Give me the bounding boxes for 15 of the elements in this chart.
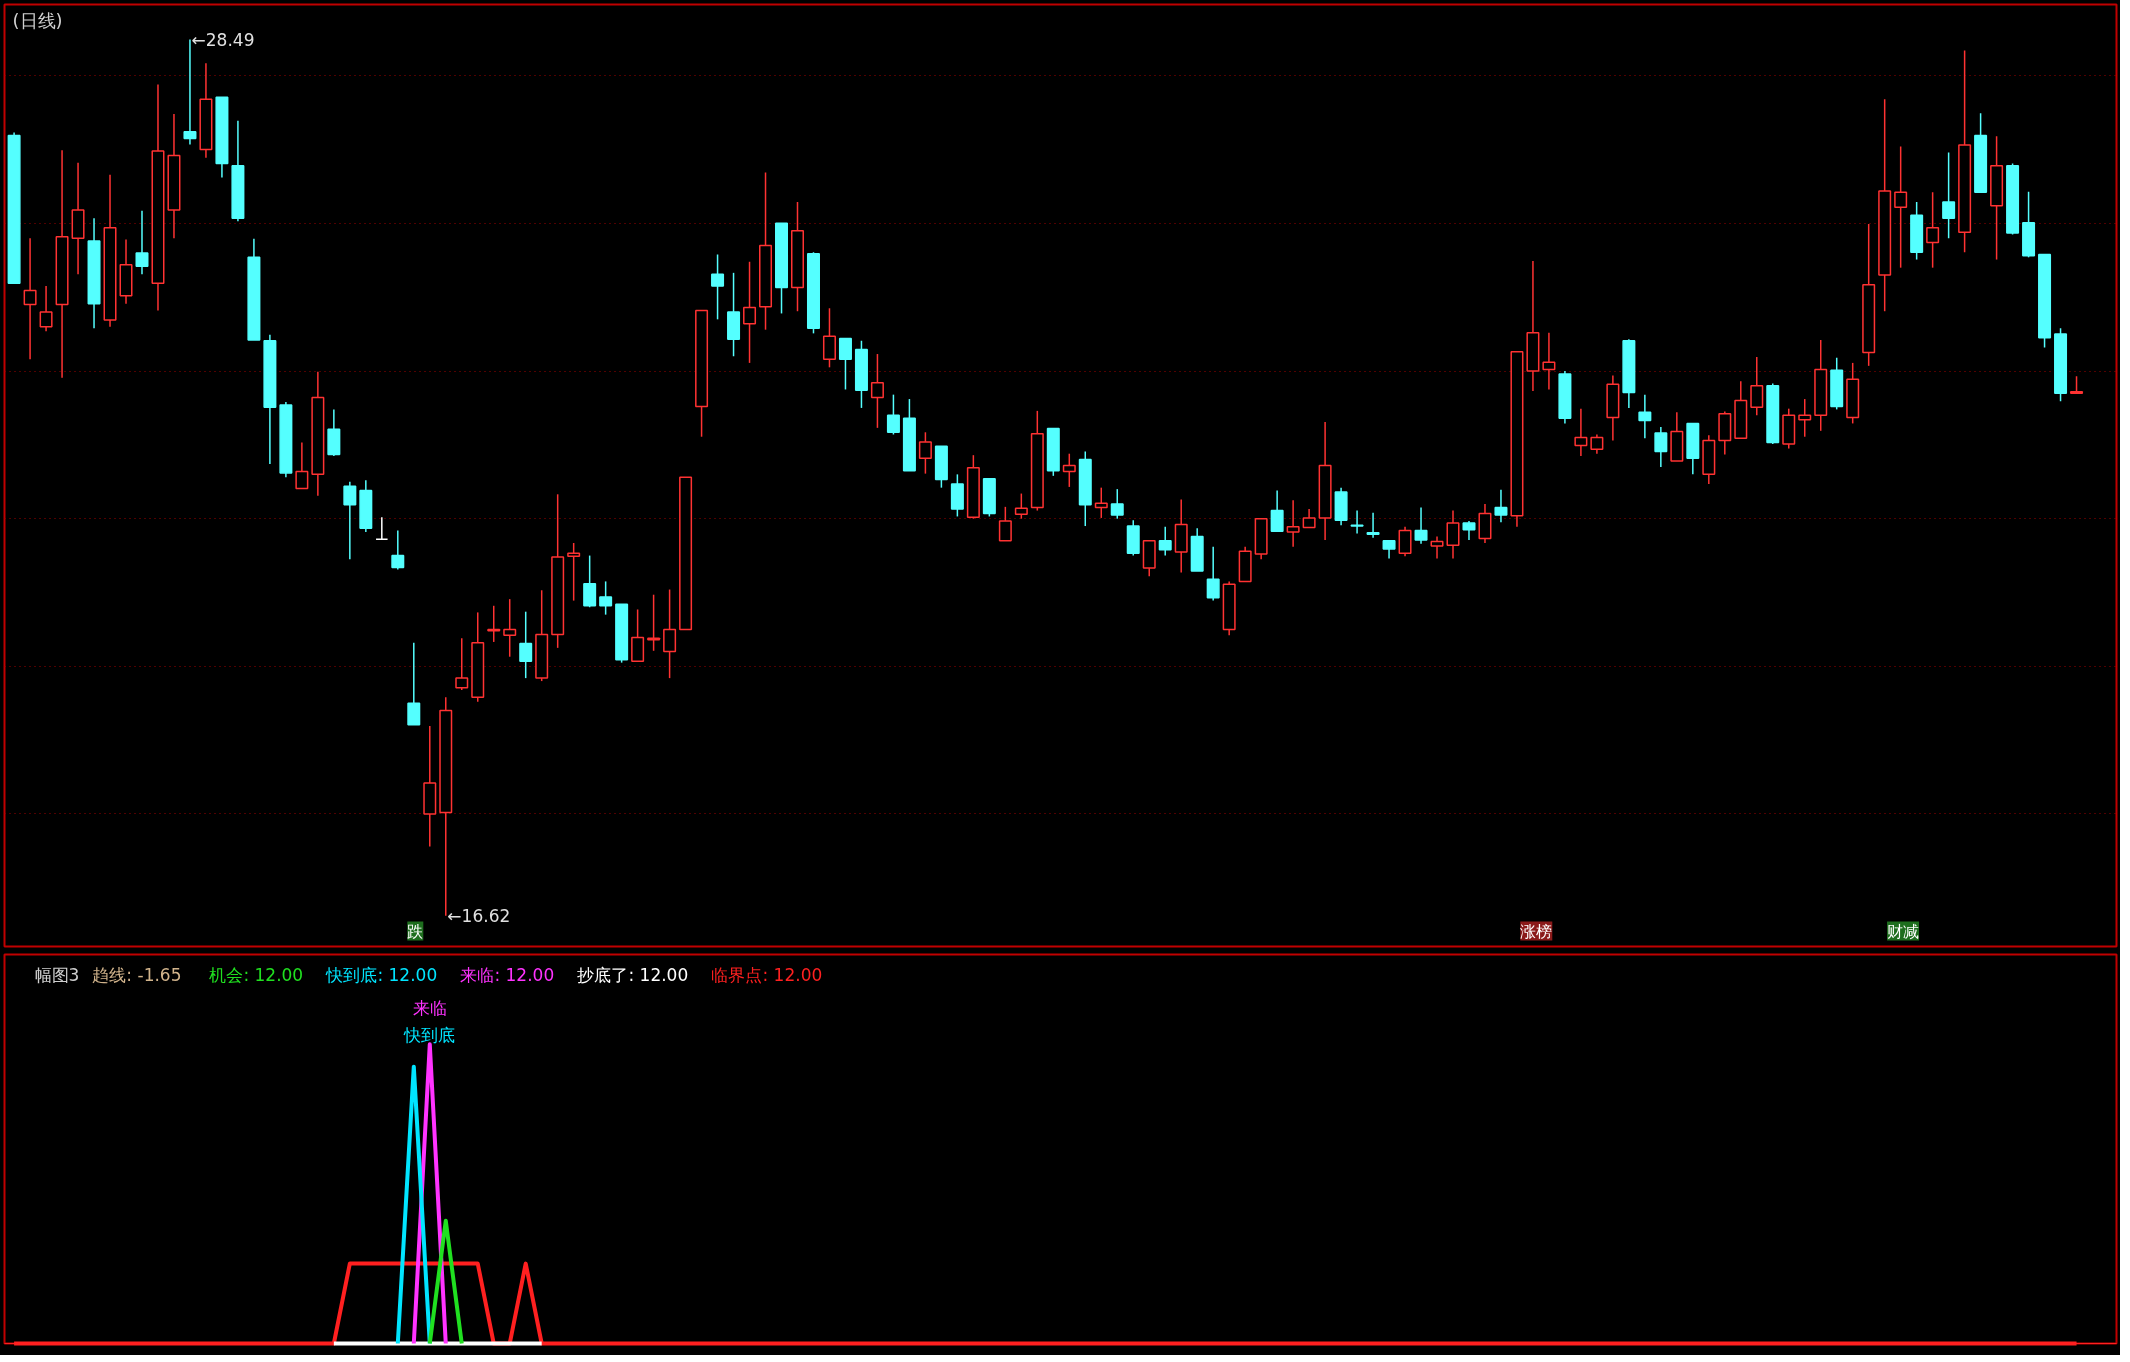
text: 涨榜 (1520, 921, 1553, 941)
text: 来临 (412, 998, 447, 1019)
text: 来临: 12.00 (460, 964, 555, 985)
text: 快到底: 12.00 (325, 964, 438, 985)
text: 跌 (407, 921, 424, 941)
annotation: ←16.62 (447, 905, 511, 926)
text: 机会: 12.00 (209, 964, 304, 985)
text: 趋线: -1.65 (92, 964, 182, 985)
annotation: 快到底 (403, 1025, 456, 1046)
text: 抄底了: 12.00 (577, 964, 689, 985)
text: 财减 (1887, 921, 1920, 941)
chart-title: (日线) (12, 9, 63, 31)
annotation: ←28.49 (191, 29, 255, 50)
text: 临界点: 12.00 (711, 964, 823, 985)
chart-title: 幅图3 (34, 964, 80, 985)
